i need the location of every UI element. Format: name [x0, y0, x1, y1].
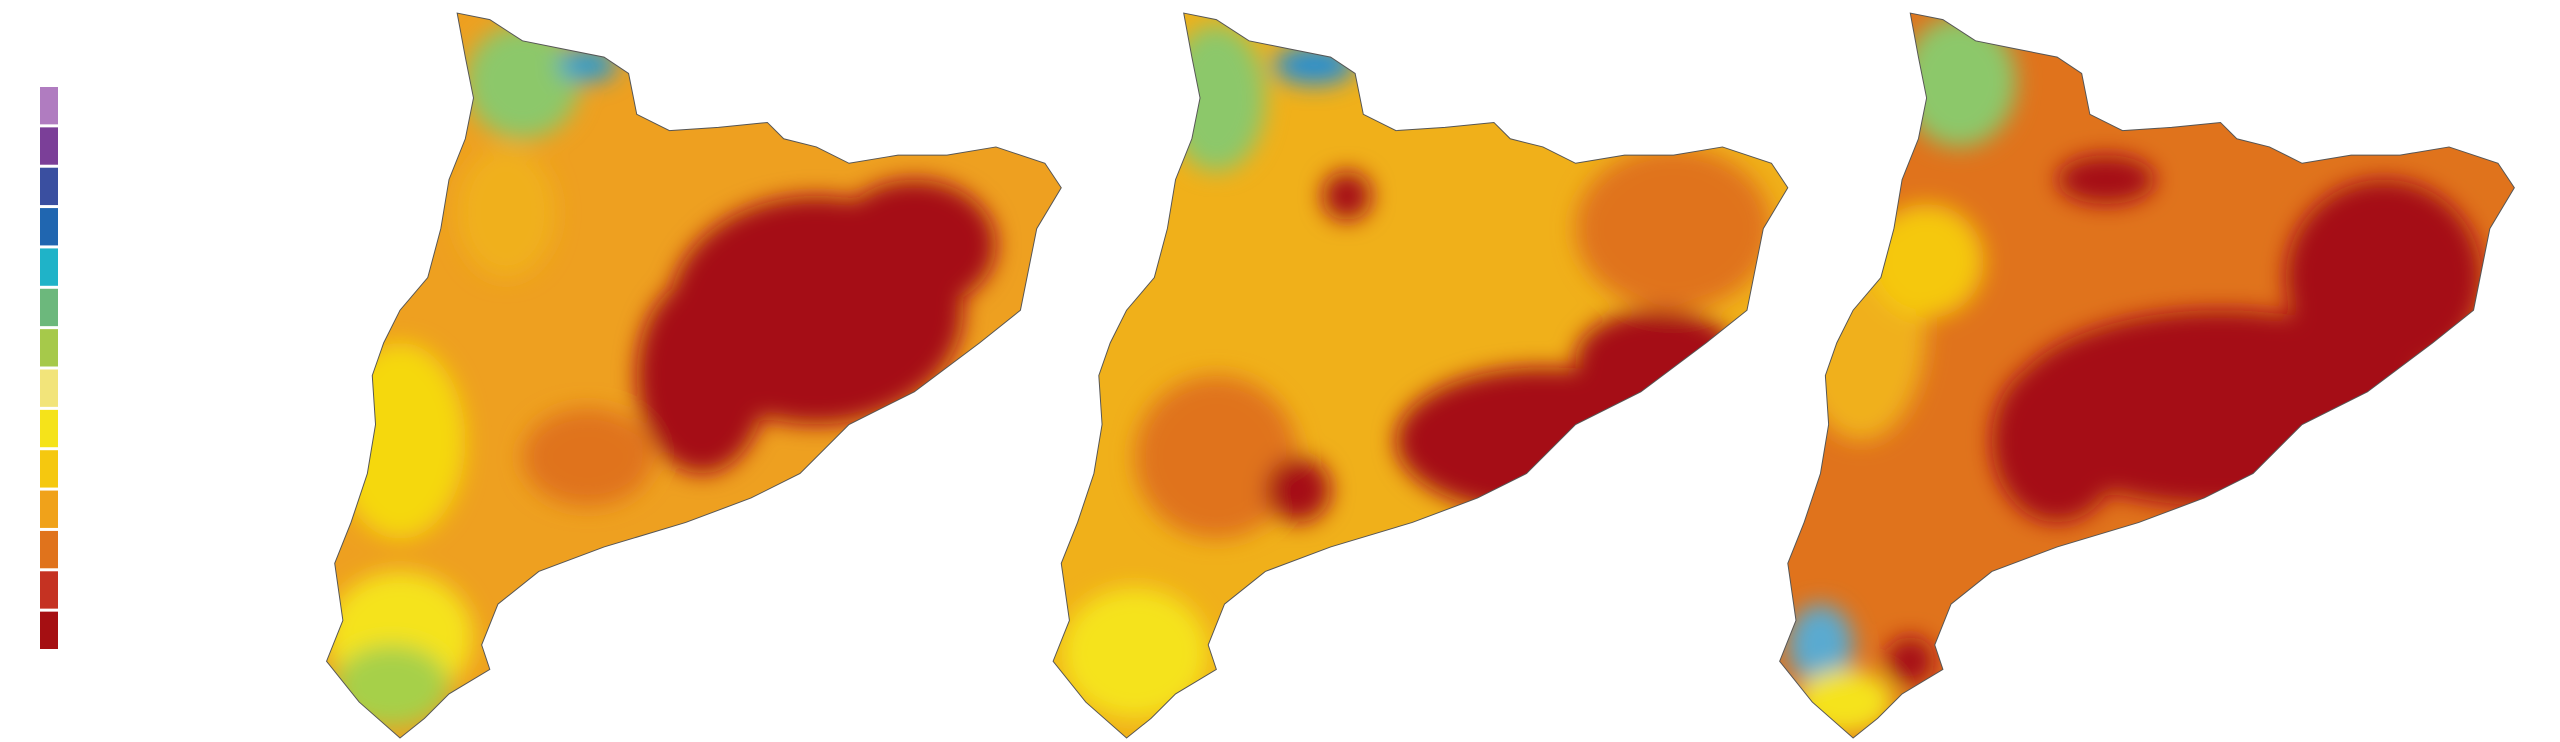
- map-panel: [325, 12, 1062, 739]
- map-panel: [1052, 12, 1789, 739]
- border: [325, 12, 1062, 739]
- border: [1779, 12, 2515, 739]
- border: [1052, 12, 1789, 739]
- legend-swatch: [40, 248, 58, 286]
- legend-swatch: [40, 611, 58, 649]
- map-panels: [325, 12, 2515, 739]
- legend-swatch: [40, 167, 58, 206]
- legend-swatch: [40, 530, 58, 569]
- legend-swatch: [40, 329, 58, 367]
- legend-swatch: [40, 369, 58, 407]
- legend-swatch: [40, 127, 58, 165]
- legend-swatch: [40, 87, 58, 125]
- map-panel: [1779, 12, 2515, 739]
- legend-swatch: [40, 450, 58, 488]
- legend-swatch: [40, 490, 58, 528]
- legend: [40, 87, 58, 649]
- legend-swatch: [40, 409, 58, 448]
- legend-swatch: [40, 208, 58, 246]
- legend-swatch: [40, 288, 58, 327]
- legend-swatch: [40, 571, 58, 609]
